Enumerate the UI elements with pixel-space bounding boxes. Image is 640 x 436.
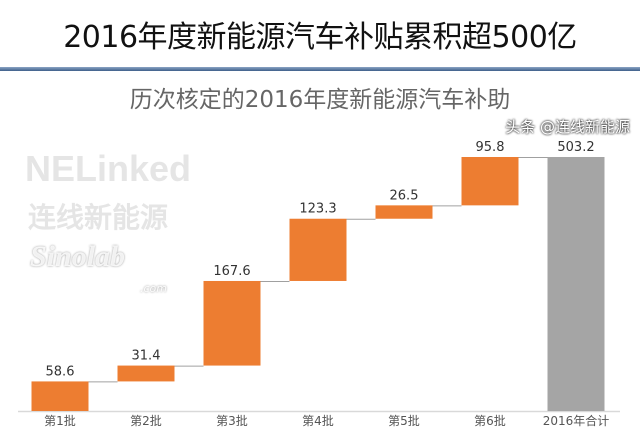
x-tick-label: 第1批 bbox=[44, 413, 76, 428]
page-title: 2016年度新能源汽车补贴累积超500亿 bbox=[63, 20, 577, 55]
increment-bar bbox=[289, 218, 347, 281]
data-label: 58.6 bbox=[46, 364, 75, 379]
increment-bar bbox=[375, 205, 433, 219]
increment-bar bbox=[203, 280, 261, 366]
title-divider bbox=[0, 67, 640, 71]
increment-bar bbox=[117, 365, 175, 382]
x-tick-label: 第6批 bbox=[474, 413, 506, 428]
data-label: 503.2 bbox=[557, 140, 594, 155]
x-tick-label: 2016年合计 bbox=[543, 413, 610, 428]
x-tick-label: 第4批 bbox=[302, 413, 334, 428]
data-label: 95.8 bbox=[476, 140, 505, 155]
chart-title: 历次核定的2016年度新能源汽车补助 bbox=[129, 87, 511, 113]
data-label: 31.4 bbox=[132, 349, 161, 364]
x-tick-label: 第3批 bbox=[216, 413, 248, 428]
data-label: 26.5 bbox=[390, 188, 419, 203]
x-tick-label: 第5批 bbox=[388, 413, 420, 428]
data-label: 123.3 bbox=[299, 202, 336, 217]
data-label: 167.6 bbox=[213, 264, 250, 279]
increment-bar bbox=[31, 381, 89, 411]
x-tick-label: 第2批 bbox=[130, 413, 162, 428]
total-bar bbox=[547, 157, 605, 411]
increment-bar bbox=[461, 157, 519, 206]
